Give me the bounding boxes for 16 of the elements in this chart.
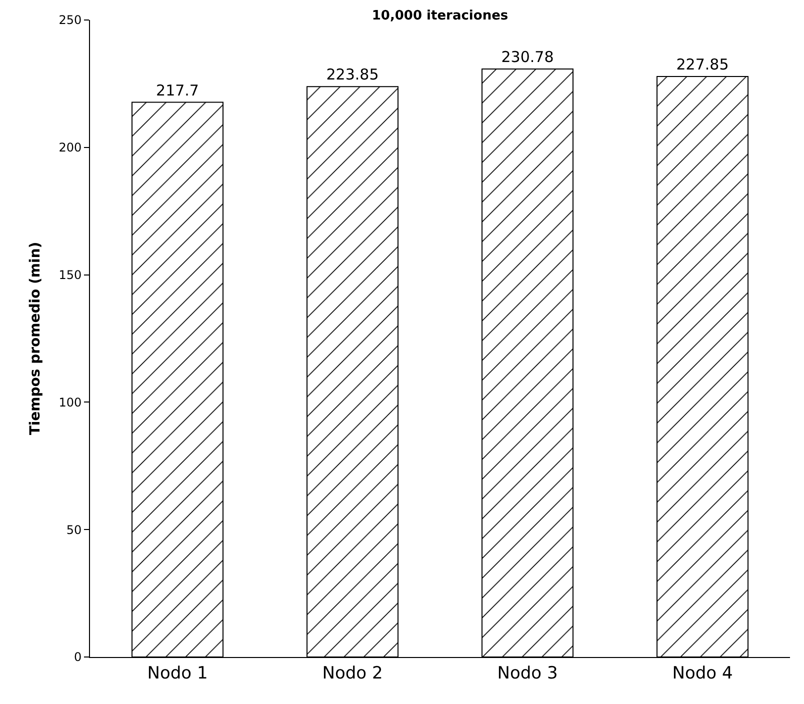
y-tick-label: 100 [58,395,82,410]
data-label: 227.85 [676,55,729,74]
data-label: 223.85 [326,66,379,84]
x-tick-label: Nodo 1 [147,663,208,684]
data-label: 230.78 [501,48,554,66]
y-axis-title: Tiempos promedio (min) [27,242,44,436]
y-tick-label: 150 [58,268,82,282]
chart-title: 10,000 iteraciones [372,8,508,24]
y-tick-label: 200 [58,140,82,155]
y-tick-label: 50 [66,522,82,537]
x-tick-label: Nodo 3 [497,663,558,684]
y-tick-label: 250 [58,13,82,28]
y-tick-label: 0 [74,650,82,664]
x-tick-label: Nodo 2 [322,663,383,684]
data-label: 217.7 [156,81,199,100]
x-tick-label: Nodo 4 [672,663,733,684]
